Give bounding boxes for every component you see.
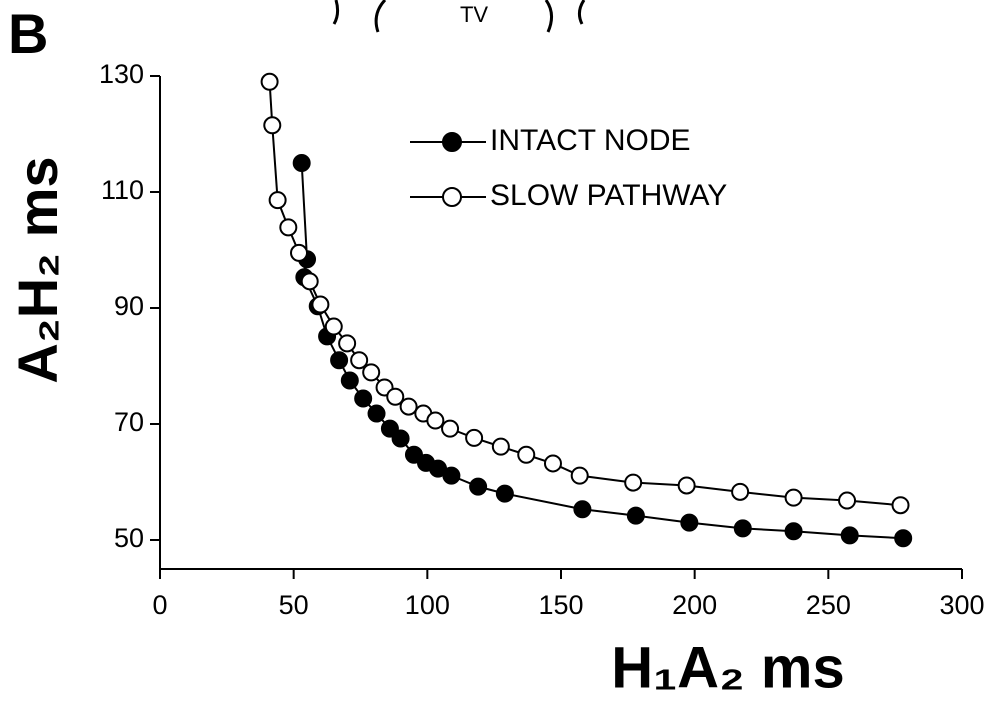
y-tick-label: 70: [114, 407, 144, 437]
x-tick-label: 150: [538, 590, 583, 620]
data-point: [495, 484, 514, 503]
legend-label: SLOW PATHWAY: [490, 179, 727, 212]
data-point: [391, 429, 410, 448]
data-point: [677, 476, 696, 495]
x-tick-label: 0: [152, 590, 167, 620]
data-point: [731, 482, 750, 501]
data-point: [330, 351, 349, 370]
data-point: [469, 477, 488, 496]
annotation: TV: [460, 2, 488, 27]
data-point: [465, 428, 484, 447]
data-point: [386, 387, 405, 406]
data-point: [838, 491, 857, 510]
data-point: [263, 116, 282, 135]
data-point: [891, 496, 910, 515]
x-tick-label: 50: [279, 590, 309, 620]
data-point: [324, 317, 343, 336]
data-point: [680, 513, 699, 532]
data-point: [260, 72, 279, 91]
y-tick-label: 130: [99, 59, 144, 89]
data-point: [626, 506, 645, 525]
data-point: [491, 437, 510, 456]
data-point: [290, 243, 309, 262]
data-point: [292, 154, 311, 172]
data-point: [340, 371, 359, 390]
data-point: [279, 218, 298, 237]
data-point: [300, 272, 319, 291]
x-tick-label: 250: [806, 590, 851, 620]
y-tick-label: 90: [114, 291, 144, 321]
data-point: [367, 404, 386, 423]
data-point: [311, 295, 330, 314]
x-tick-label: 300: [939, 590, 984, 620]
legend-marker: [442, 132, 462, 152]
y-axis-label: A₂H₂ ms: [6, 156, 69, 383]
data-point: [894, 529, 913, 548]
y-tick-label: 50: [114, 523, 144, 553]
data-point: [362, 363, 381, 382]
diagram-fragment: [332, 0, 586, 33]
data-point: [573, 500, 592, 519]
data-point: [517, 445, 536, 464]
legend-marker: [442, 187, 462, 207]
data-point: [784, 522, 803, 541]
data-point: [399, 397, 418, 416]
data-point: [442, 466, 461, 485]
data-point: [784, 488, 803, 507]
panel-label: B: [8, 2, 48, 65]
data-point: [268, 191, 287, 210]
data-point: [543, 454, 562, 473]
data-point: [354, 389, 373, 408]
x-axis-label: H₁A₂ ms: [611, 635, 844, 700]
data-point: [570, 466, 589, 485]
legend-label: INTACT NODE: [490, 124, 691, 157]
data-point: [350, 351, 369, 370]
y-tick-label: 110: [101, 175, 144, 205]
data-point: [426, 411, 445, 430]
data-point: [404, 445, 423, 464]
data-point: [441, 419, 460, 438]
data-point: [338, 334, 357, 353]
data-point: [840, 526, 859, 545]
data-point: [733, 519, 752, 538]
data-point: [624, 473, 643, 492]
x-tick-label: 100: [405, 590, 450, 620]
x-tick-label: 200: [672, 590, 717, 620]
